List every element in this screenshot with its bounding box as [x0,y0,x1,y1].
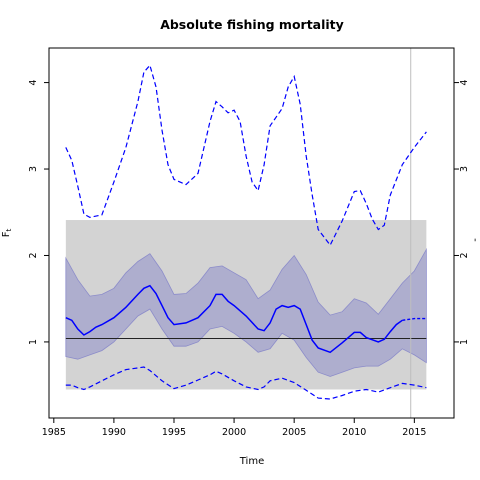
lower-dashed-line [65,366,427,400]
y-tick-label-left: 3 [28,166,39,172]
plot-area [65,48,427,418]
x-tick-label: 1985 [42,427,66,438]
y-axis-label-main: F [1,231,12,237]
plot-frame [48,47,455,419]
x-axis-label: Time [239,456,264,467]
y-axis-right: 1 2 3 4 [454,80,470,345]
y-axis-label: Ft [1,228,13,237]
y-tick-label-left: 1 [28,339,39,345]
y-axis-label-subscript: t [5,228,13,231]
svg-text:Ft: Ft [1,228,13,237]
y-axis-left: 1 2 3 4 [28,80,49,345]
y-tick-label-right: 4 [459,80,470,86]
right-axis-label-fragment: - [470,238,480,242]
x-tick-label: 1990 [102,427,126,438]
x-tick-label: 1995 [162,427,186,438]
reference-band [65,220,427,390]
estimate-line [65,284,403,354]
x-tick-label: 2010 [342,427,366,438]
upper-dashed-line [65,64,427,247]
x-tick-label: 2000 [222,427,246,438]
y-tick-label-right: 2 [459,252,470,258]
estimate-projection-line [402,317,427,321]
y-tick-label-right: 3 [459,166,470,172]
y-tick-label-left: 4 [28,80,39,86]
x-tick-label: 2015 [402,427,426,438]
y-tick-label-right: 1 [459,339,470,345]
x-tick-label: 2005 [282,427,306,438]
x-axis: 1985 1990 1995 2000 2005 2010 2015 [42,418,426,438]
y-tick-label-left: 2 [28,252,39,258]
confidence-interval-band [65,247,427,377]
chart-title: Absolute fishing mortality [160,17,344,32]
